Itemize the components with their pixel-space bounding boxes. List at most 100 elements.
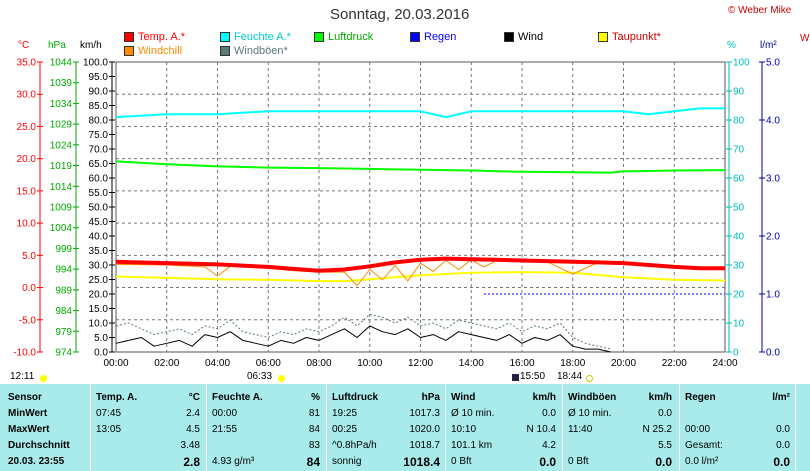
legend-label: Luftdruck bbox=[328, 31, 374, 43]
temp-axis-tick-label: 30.0 bbox=[17, 90, 37, 101]
legend-label: Windböen* bbox=[234, 45, 288, 57]
x-tick-label: 12:00 bbox=[408, 358, 433, 369]
x-tick-label: 00:00 bbox=[103, 358, 128, 369]
humidity-axis-tick-label: 70 bbox=[733, 145, 745, 156]
header-gust-unit: km/h bbox=[648, 392, 672, 403]
rain-axis-tick-label: 4.0 bbox=[766, 116, 780, 127]
cell-press-time: 00:25 bbox=[332, 424, 358, 435]
header-wind-unit: km/h bbox=[532, 392, 556, 403]
x-tick-label: 20:00 bbox=[611, 358, 636, 369]
wind-axis-tick-label: 55.0 bbox=[89, 188, 109, 199]
temp-axis-tick-label: 5.0 bbox=[22, 251, 36, 262]
wind-axis-tick-label: 70.0 bbox=[89, 145, 109, 156]
temp-axis-tick-label: -10.0 bbox=[13, 348, 36, 359]
wind-axis-tick-label: 90.0 bbox=[89, 87, 109, 98]
legend-swatch bbox=[598, 32, 608, 42]
header-rain-unit: l/m² bbox=[772, 392, 790, 403]
legend-swatch bbox=[220, 46, 230, 56]
wind-axis-tick-label: 15.0 bbox=[89, 304, 109, 315]
humidity-axis-tick-label: 80 bbox=[733, 116, 745, 127]
rain-axis-head: l/m² bbox=[760, 40, 777, 51]
series-line-windben bbox=[115, 313, 611, 350]
wind-axis-tick-label: 50.0 bbox=[89, 203, 109, 214]
x-tick-label: 22:00 bbox=[662, 358, 687, 369]
temp-axis-tick-label: 15.0 bbox=[17, 186, 37, 197]
cell-gust-value: 0.0 bbox=[658, 408, 672, 419]
cell-wind-time: 0 Bft bbox=[451, 456, 472, 467]
rain-axis-tick-label: 3.0 bbox=[766, 174, 780, 185]
pressure-axis-head: hPa bbox=[48, 40, 66, 51]
cell-press-value: 1018.7 bbox=[409, 440, 440, 451]
wind-axis-tick-label: 20.0 bbox=[89, 290, 109, 301]
humidity-axis-tick-label: 10 bbox=[733, 319, 745, 330]
cell-hum-value: 83 bbox=[308, 440, 320, 451]
humidity-axis-tick-label: 90 bbox=[733, 87, 745, 98]
cell-press-value: 1017.3 bbox=[409, 408, 440, 419]
wind-axis-tick-label: 85.0 bbox=[89, 101, 109, 112]
temp-axis-tick-label: 0.0 bbox=[22, 283, 36, 294]
legend-item: Windböen* bbox=[220, 45, 288, 57]
sunrise-left-label: 12:11 bbox=[10, 371, 35, 382]
cell-wind-value: 0.0 bbox=[539, 455, 556, 469]
wind-axis-tick-label: 45.0 bbox=[89, 217, 109, 228]
legend-swatch bbox=[410, 32, 420, 42]
cell-hum-value: 81 bbox=[308, 408, 320, 419]
x-tick-label: 10:00 bbox=[357, 358, 382, 369]
pressure-axis-tick-label: 1024 bbox=[50, 140, 73, 151]
header-temp: Temp. A. bbox=[96, 392, 138, 403]
moon-time-label: 15:50 bbox=[520, 371, 546, 382]
pressure-axis-tick-label: 989 bbox=[55, 285, 72, 296]
legend-item: Luftdruck bbox=[314, 31, 373, 43]
cell-hum-time: 21:55 bbox=[212, 424, 238, 435]
legend-swatch bbox=[124, 46, 134, 56]
legend-swatch bbox=[504, 32, 514, 42]
wind-axis-tick-label: 30.0 bbox=[89, 261, 109, 272]
humidity-axis-tick-label: 20 bbox=[733, 290, 745, 301]
cell-hum-time: 00:00 bbox=[212, 408, 238, 419]
cell-gust-value: 5.5 bbox=[658, 440, 672, 451]
x-tick-label: 16:00 bbox=[509, 358, 534, 369]
wind-axis-tick-label: 80.0 bbox=[89, 116, 109, 127]
legend-label: Wind bbox=[518, 31, 544, 43]
wind-axis-tick-label: 35.0 bbox=[89, 246, 109, 257]
cell-gust-time: Ø 10 min. bbox=[568, 408, 612, 419]
sunrise-time-label: 06:33 bbox=[247, 371, 273, 382]
legend-item: Windchill bbox=[124, 45, 182, 57]
copyright-text: © Weber Mike bbox=[728, 5, 792, 16]
series-line-feuchtea bbox=[115, 107, 725, 119]
rain-axis-tick-label: 1.0 bbox=[766, 290, 780, 301]
x-tick-label: 08:00 bbox=[306, 358, 331, 369]
cell-temp-value: 3.48 bbox=[180, 440, 200, 451]
legend-swatch bbox=[220, 32, 230, 42]
cell-rain-value: 0.0 bbox=[776, 424, 790, 435]
pressure-axis-tick-label: 1019 bbox=[50, 161, 73, 172]
cell-wind-time: 10:10 bbox=[451, 424, 477, 435]
row-label: 20.03. 23:55 bbox=[8, 456, 65, 467]
cell-gust-time: 11:40 bbox=[568, 424, 593, 435]
wind-axis-tick-label: 60.0 bbox=[89, 174, 109, 185]
cell-press-time: sonnig bbox=[332, 456, 362, 467]
x-tick-label: 02:00 bbox=[154, 358, 179, 369]
stats-table bbox=[0, 384, 810, 471]
series-line-tempa bbox=[115, 256, 725, 273]
row-label: MaxWert bbox=[8, 424, 50, 435]
cell-gust-value: 0.0 bbox=[655, 455, 672, 469]
pressure-axis-tick-label: 1004 bbox=[50, 223, 73, 234]
legend-label: Temp. A.* bbox=[138, 31, 186, 43]
x-tick-label: 18:00 bbox=[560, 358, 585, 369]
temp-axis-tick-label: 35.0 bbox=[17, 58, 37, 69]
wind-axis-tick-label: 0.0 bbox=[94, 348, 108, 359]
legend-swatch bbox=[314, 32, 324, 42]
cell-temp-time: 07:45 bbox=[96, 408, 122, 419]
temp-axis-tick-label: 20.0 bbox=[17, 154, 37, 165]
header-humidity: Feuchte A. bbox=[212, 392, 263, 403]
wind-axis-tick-label: 75.0 bbox=[89, 130, 109, 141]
chart-title: Sonntag, 20.03.2016 bbox=[330, 6, 470, 23]
cell-press-time: ^0.8hPa/h bbox=[332, 440, 377, 451]
cell-hum-time: 4.93 g/m³ bbox=[212, 456, 255, 467]
cell-temp-value: 2.4 bbox=[186, 408, 200, 419]
pressure-axis-tick-label: 974 bbox=[55, 348, 72, 359]
series-line-wind bbox=[115, 325, 611, 353]
pressure-axis-tick-label: 999 bbox=[55, 244, 72, 255]
x-tick-label: 14:00 bbox=[459, 358, 484, 369]
